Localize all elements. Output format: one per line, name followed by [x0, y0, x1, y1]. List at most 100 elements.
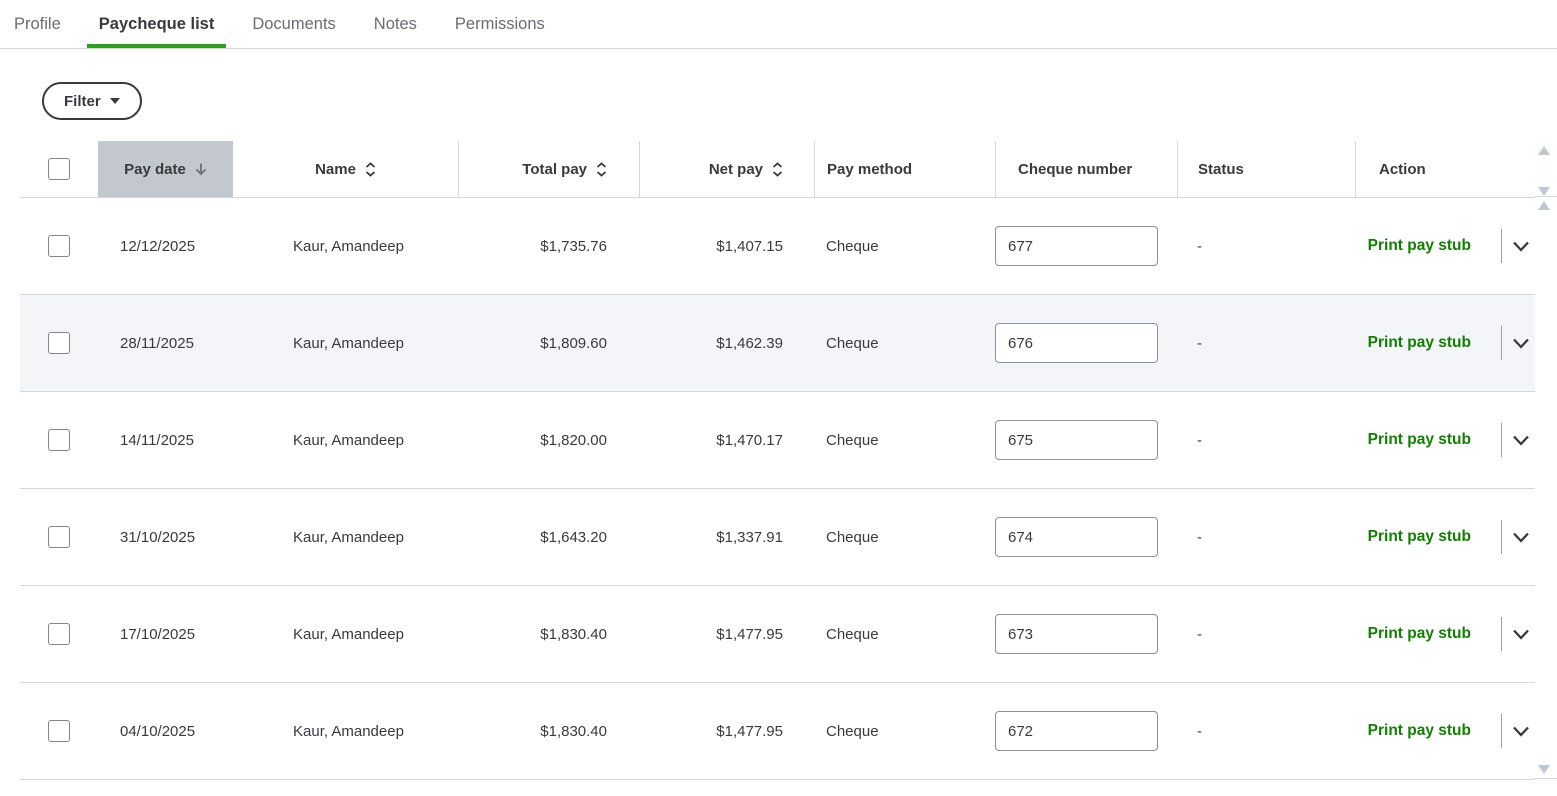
chevron-down-icon	[1513, 629, 1529, 640]
table-header-row: Pay date Name Total pay Net pay	[20, 141, 1535, 198]
name-cell: Kaur, Amandeep	[293, 431, 404, 449]
net-pay-cell: $1,477.95	[716, 625, 783, 643]
cheque-number-input[interactable]	[995, 226, 1158, 266]
row-actions-dropdown-button[interactable]	[1510, 332, 1532, 354]
column-header-name[interactable]: Name	[233, 141, 458, 197]
print-pay-stub-link[interactable]: Print pay stub	[1367, 237, 1471, 254]
pay-date-cell: 04/10/2025	[120, 722, 196, 740]
row-checkbox[interactable]	[48, 623, 70, 645]
action-cell: Print pay stub	[1355, 198, 1535, 294]
sort-both-icon	[596, 161, 607, 177]
column-header-label: Name	[315, 160, 356, 178]
cheque-number-input[interactable]	[995, 614, 1158, 654]
chevron-down-icon	[1513, 435, 1529, 446]
table-row: 14/11/2025 Kaur, Amandeep $1,820.00 $1,4…	[20, 392, 1535, 489]
pay-date-cell: 17/10/2025	[120, 625, 196, 643]
column-header-action: Action	[1355, 141, 1535, 197]
net-pay-cell: $1,462.39	[716, 334, 783, 352]
print-pay-stub-link[interactable]: Print pay stub	[1367, 722, 1471, 739]
pay-date-cell: 14/11/2025	[120, 431, 194, 449]
column-header-net-pay[interactable]: Net pay	[639, 141, 814, 197]
divider	[1535, 778, 1557, 779]
cheque-number-cell	[995, 198, 1177, 294]
status-cell: -	[1197, 431, 1202, 449]
filter-button-label: Filter	[64, 92, 101, 110]
action-divider	[1501, 229, 1502, 263]
select-all-cell	[20, 141, 98, 197]
row-checkbox[interactable]	[48, 235, 70, 257]
cheque-number-cell	[995, 489, 1177, 585]
total-pay-cell: $1,830.40	[540, 722, 607, 740]
column-header-status: Status	[1177, 141, 1355, 197]
row-checkbox[interactable]	[48, 429, 70, 451]
action-cell: Print pay stub	[1355, 586, 1535, 682]
action-divider	[1501, 520, 1502, 554]
column-header-total-pay[interactable]: Total pay	[458, 141, 639, 197]
action-divider	[1501, 714, 1502, 748]
row-actions-dropdown-button[interactable]	[1510, 526, 1532, 548]
net-pay-cell: $1,337.91	[716, 528, 783, 546]
scrollbar-up-arrow[interactable]	[1538, 146, 1550, 155]
print-pay-stub-link[interactable]: Print pay stub	[1367, 334, 1471, 351]
cheque-number-input[interactable]	[995, 420, 1158, 460]
cheque-number-cell	[995, 586, 1177, 682]
total-pay-cell: $1,643.20	[540, 528, 607, 546]
cheque-number-input[interactable]	[995, 323, 1158, 363]
table-row: 28/11/2025 Kaur, Amandeep $1,809.60 $1,4…	[20, 295, 1535, 392]
row-checkbox[interactable]	[48, 720, 70, 742]
tab-label: Profile	[14, 14, 61, 33]
total-pay-cell: $1,830.40	[540, 625, 607, 643]
cheque-number-cell	[995, 683, 1177, 779]
tab-profile[interactable]: Profile	[2, 0, 73, 48]
row-actions-dropdown-button[interactable]	[1510, 235, 1532, 257]
column-header-pay-method: Pay method	[814, 141, 995, 197]
pay-date-cell: 28/11/2025	[120, 334, 194, 352]
total-pay-cell: $1,735.76	[540, 237, 607, 255]
pay-method-cell: Cheque	[826, 625, 879, 643]
cheque-number-input[interactable]	[995, 711, 1158, 751]
row-select-cell	[20, 392, 98, 488]
name-cell: Kaur, Amandeep	[293, 237, 404, 255]
scrollbar-down-arrow[interactable]	[1538, 765, 1550, 774]
action-cell: Print pay stub	[1355, 683, 1535, 779]
table-row: 31/10/2025 Kaur, Amandeep $1,643.20 $1,3…	[20, 489, 1535, 586]
row-checkbox[interactable]	[48, 526, 70, 548]
print-pay-stub-link[interactable]: Print pay stub	[1367, 625, 1471, 642]
net-pay-cell: $1,477.95	[716, 722, 783, 740]
pay-method-cell: Cheque	[826, 334, 879, 352]
column-header-label: Action	[1379, 160, 1426, 178]
scrollbar-up-arrow[interactable]	[1538, 201, 1550, 210]
filter-button[interactable]: Filter	[42, 82, 142, 120]
status-cell: -	[1197, 334, 1202, 352]
select-all-checkbox[interactable]	[48, 158, 70, 180]
scrollbar-down-arrow[interactable]	[1538, 187, 1550, 196]
tab-documents[interactable]: Documents	[240, 0, 347, 48]
net-pay-cell: $1,407.15	[716, 237, 783, 255]
row-select-cell	[20, 586, 98, 682]
tab-notes[interactable]: Notes	[362, 0, 429, 48]
name-cell: Kaur, Amandeep	[293, 625, 404, 643]
table-row: 12/12/2025 Kaur, Amandeep $1,735.76 $1,4…	[20, 198, 1535, 295]
cheque-number-cell	[995, 295, 1177, 391]
name-cell: Kaur, Amandeep	[293, 334, 404, 352]
cheque-number-input[interactable]	[995, 517, 1158, 557]
row-checkbox[interactable]	[48, 332, 70, 354]
row-actions-dropdown-button[interactable]	[1510, 429, 1532, 451]
table-row: 04/10/2025 Kaur, Amandeep $1,830.40 $1,4…	[20, 683, 1535, 780]
paycheque-table: Pay date Name Total pay Net pay	[20, 141, 1535, 780]
print-pay-stub-link[interactable]: Print pay stub	[1367, 431, 1471, 448]
tab-bar: Profile Paycheque list Documents Notes P…	[0, 0, 1557, 49]
tab-paycheque-list[interactable]: Paycheque list	[87, 0, 227, 48]
caret-down-icon	[109, 98, 120, 104]
print-pay-stub-link[interactable]: Print pay stub	[1367, 528, 1471, 545]
row-actions-dropdown-button[interactable]	[1510, 720, 1532, 742]
column-header-label: Cheque number	[1018, 160, 1133, 178]
table-row: 17/10/2025 Kaur, Amandeep $1,830.40 $1,4…	[20, 586, 1535, 683]
row-select-cell	[20, 198, 98, 294]
row-actions-dropdown-button[interactable]	[1510, 623, 1532, 645]
column-header-pay-date[interactable]: Pay date	[98, 141, 233, 197]
tab-permissions[interactable]: Permissions	[443, 0, 557, 48]
tab-label: Notes	[373, 14, 417, 33]
chevron-down-icon	[1513, 726, 1529, 737]
pay-method-cell: Cheque	[826, 722, 879, 740]
